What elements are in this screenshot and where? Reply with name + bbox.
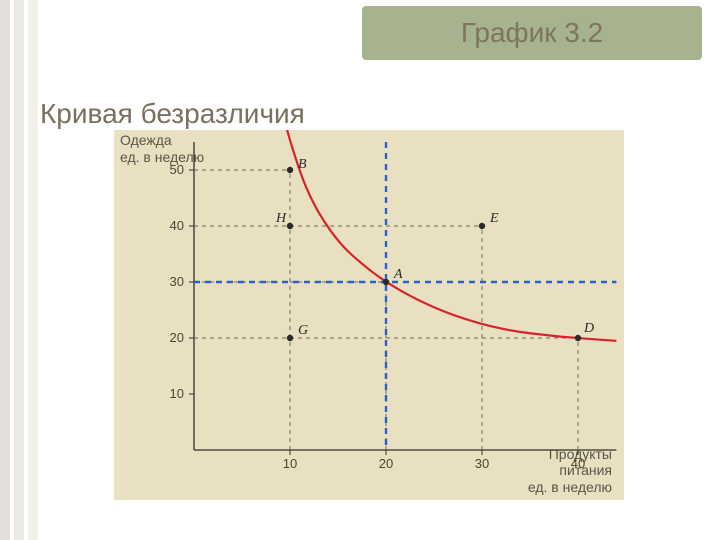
deco-bar xyxy=(28,0,38,540)
point-B xyxy=(287,167,293,173)
subtitle: Кривая безразличия xyxy=(40,98,305,130)
point-label-H: H xyxy=(275,211,287,226)
point-E xyxy=(479,223,485,229)
point-A xyxy=(383,279,389,285)
y-tick-label: 50 xyxy=(170,162,184,177)
deco-bars xyxy=(0,0,48,540)
y-tick-label: 40 xyxy=(170,218,184,233)
point-label-E: E xyxy=(489,211,499,226)
y-tick-label: 30 xyxy=(170,274,184,289)
point-label-D: D xyxy=(583,321,594,336)
chart-svg: 102030405010203040U₁BHEAGD xyxy=(114,130,624,500)
x-tick-label: 10 xyxy=(283,456,297,471)
x-tick-label: 40 xyxy=(571,456,585,471)
deco-bar xyxy=(14,0,24,540)
point-label-A: A xyxy=(393,267,403,282)
x-tick-label: 30 xyxy=(475,456,489,471)
point-label-G: G xyxy=(298,323,308,338)
y-tick-label: 10 xyxy=(170,386,184,401)
y-tick-label: 20 xyxy=(170,330,184,345)
deco-bar xyxy=(0,0,10,540)
point-H xyxy=(287,223,293,229)
indifference-curve xyxy=(280,130,616,341)
point-D xyxy=(575,335,581,341)
slide: График 3.2 Кривая безразличия Одеждаед. … xyxy=(0,0,720,540)
point-label-B: B xyxy=(298,157,307,172)
header-title: График 3.2 xyxy=(362,6,702,60)
x-tick-label: 20 xyxy=(379,456,393,471)
chart: Одеждаед. в неделю Продуктыпитанияед. в … xyxy=(114,130,624,500)
point-G xyxy=(287,335,293,341)
